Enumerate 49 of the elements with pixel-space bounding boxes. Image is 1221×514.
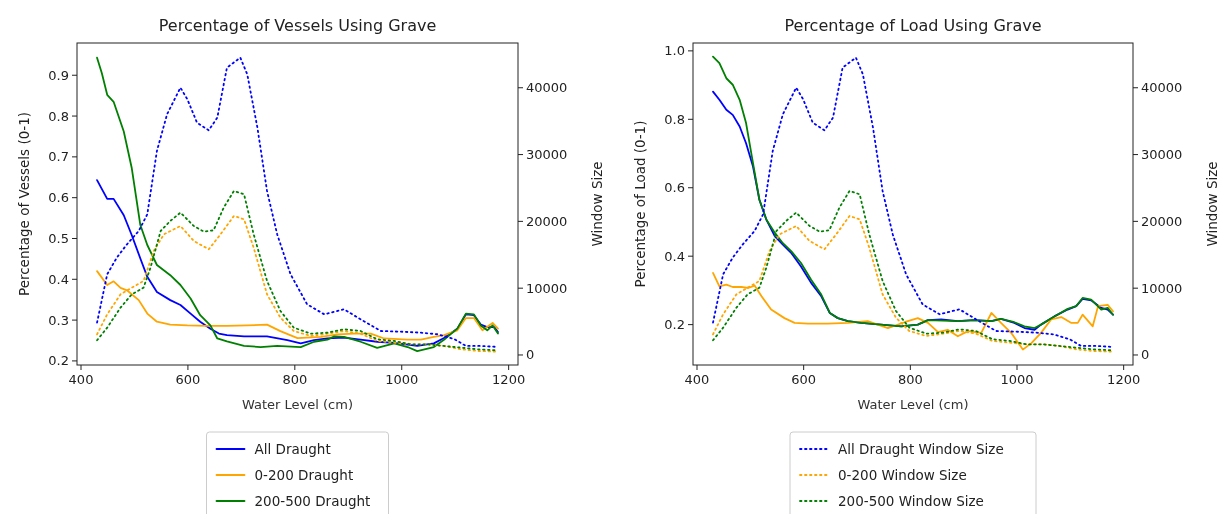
- x-tick-label: 400: [68, 372, 94, 387]
- x-axis-title: Water Level (cm): [857, 397, 969, 412]
- y2-tick-label: 10000: [1141, 280, 1183, 296]
- y2-tick-label: 30000: [1141, 147, 1183, 163]
- y-tick-label: 0.4: [48, 271, 69, 287]
- x-tick-label: 800: [282, 372, 308, 387]
- y-axis-title: Percentage of Load (0-1): [632, 120, 648, 288]
- y2-tick-label: 20000: [1141, 213, 1183, 229]
- y-tick-label: 0.6: [48, 190, 69, 206]
- y-tick-label: 0.9: [48, 67, 69, 83]
- y-tick-label: 0.8: [48, 108, 69, 124]
- x-tick-label: 600: [175, 372, 201, 387]
- y2-tick-label: 0: [1141, 347, 1150, 363]
- chart-title: Percentage of Vessels Using Grave: [158, 16, 437, 35]
- legend-label: 200-500 Draught: [254, 493, 371, 509]
- x-tick-label: 1200: [1107, 372, 1141, 387]
- y2-tick-label: 10000: [526, 280, 568, 296]
- x-tick-label: 1000: [1000, 372, 1034, 387]
- legend-label: All Draught Window Size: [838, 441, 1004, 457]
- y-tick-label: 0.3: [48, 312, 69, 328]
- legend-label: 200-500 Window Size: [838, 493, 984, 509]
- y2-tick-label: 0: [526, 347, 535, 363]
- y-tick-label: 1.0: [664, 43, 685, 59]
- legend-label: All Draught: [254, 441, 331, 457]
- y-tick-label: 0.6: [664, 180, 685, 196]
- x-tick-label: 800: [897, 372, 923, 387]
- y-tick-label: 0.2: [664, 317, 685, 333]
- y-tick-label: 0.8: [664, 111, 685, 127]
- y2-tick-label: 40000: [1141, 80, 1183, 96]
- y2-axis-title: Window Size: [1204, 161, 1220, 247]
- line-series: [96, 215, 499, 353]
- chart-title: Percentage of Load Using Grave: [784, 16, 1042, 35]
- x-tick-label: 400: [684, 372, 710, 387]
- x-axis-title: Water Level (cm): [242, 397, 353, 412]
- y-tick-label: 0.5: [48, 230, 69, 246]
- y-tick-label: 0.4: [664, 248, 685, 264]
- y-tick-label: 0.2: [48, 353, 69, 369]
- y2-tick-label: 40000: [526, 80, 568, 96]
- y2-tick-label: 30000: [526, 147, 568, 163]
- legend-label: 0-200 Window Size: [838, 467, 967, 483]
- x-tick-label: 1200: [492, 372, 526, 387]
- x-tick-label: 1000: [385, 372, 419, 387]
- y2-tick-label: 20000: [526, 213, 568, 229]
- y-axis-title: Percentage of Vessels (0-1): [16, 111, 32, 297]
- y-tick-label: 0.7: [48, 149, 69, 165]
- line-series: [712, 215, 1114, 353]
- y2-axis-title: Window Size: [589, 161, 605, 247]
- legend-label: 0-200 Draught: [254, 467, 354, 483]
- x-tick-label: 600: [791, 372, 817, 387]
